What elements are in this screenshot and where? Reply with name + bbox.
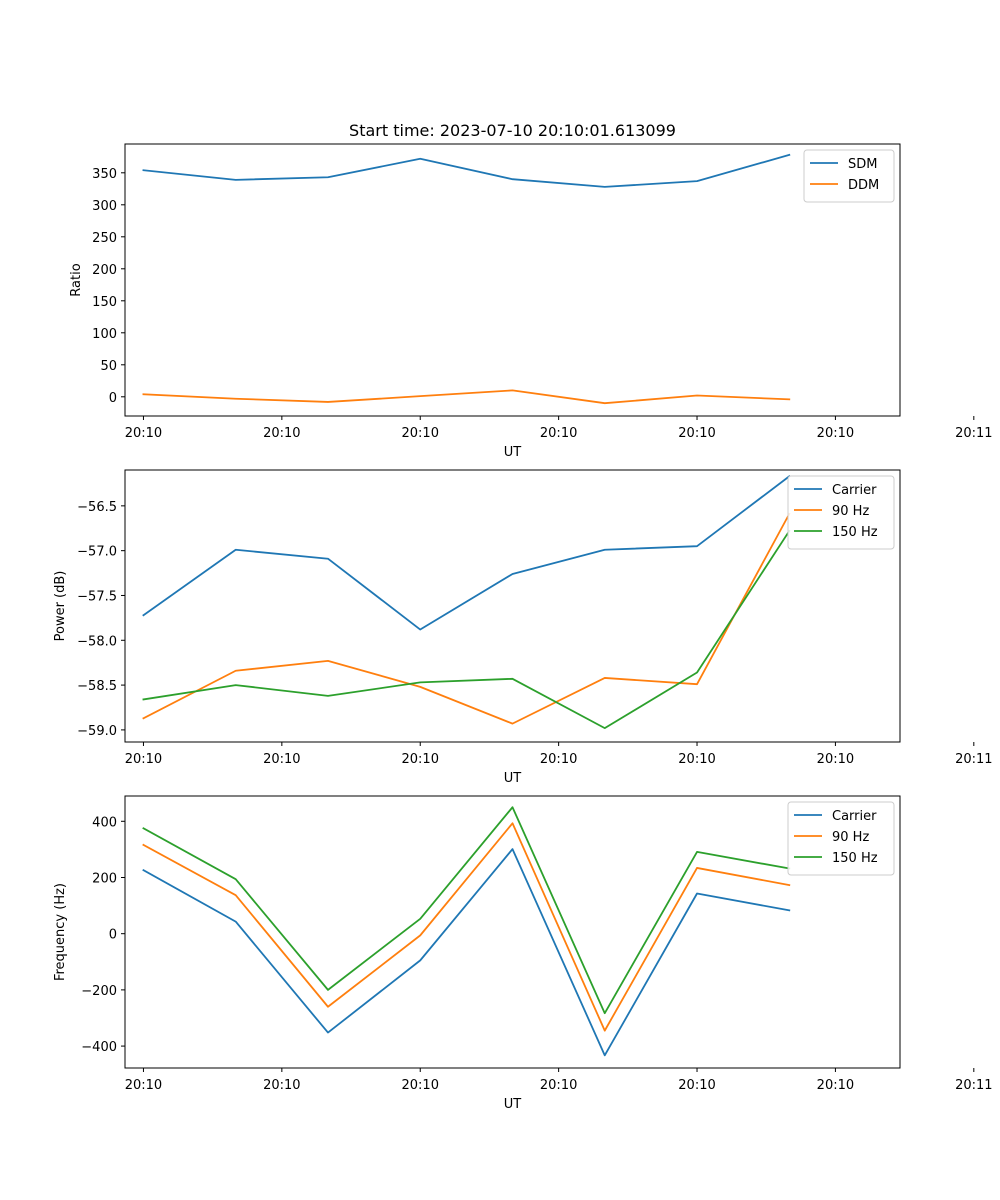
frequency-y-tick-label: 200 [92, 871, 117, 886]
power-x-axis-label: UT [504, 771, 522, 786]
power-axes-frame [124, 469, 901, 743]
power-x-tick-label: 20:10 [678, 752, 715, 767]
power-y-axis-label: Power (dB) [53, 571, 68, 642]
frequency-x-tick-label: 20:10 [817, 1078, 854, 1093]
power-legend-label-90-hz: 90 Hz [832, 504, 869, 519]
frequency-x-tick-label: 20:10 [540, 1078, 577, 1093]
ratio-y-tick-label: 0 [109, 391, 117, 406]
frequency-y-tick-label: −400 [81, 1040, 117, 1055]
power-series-line-carrier [142, 475, 791, 631]
frequency-series-line-150-hz [142, 806, 791, 1015]
frequency-axes-frame [124, 795, 901, 1069]
chart-title: Start time: 2023-07-10 20:10:01.613099 [349, 121, 676, 140]
ratio-series-line-ddm [142, 389, 791, 405]
ratio-x-tick-label: 20:10 [817, 426, 854, 441]
ratio-legend: SDM DDM [803, 149, 895, 203]
power-series-line-90-hz [142, 512, 791, 725]
frequency-panel: 20:10 20:10 20:10 20:10 20:10 20:10 20:11 −400 −… [53, 795, 993, 1112]
ratio-x-tick-label: 20:10 [263, 426, 300, 441]
ratio-y-tick-label: 250 [92, 231, 117, 246]
power-legend: Carrier 90 Hz 150 Hz [787, 475, 895, 550]
frequency-legend-label-carrier: Carrier [832, 809, 877, 824]
power-y-tick-label: −57.0 [77, 545, 117, 560]
power-y-tick-label: −56.5 [77, 500, 117, 515]
ratio-axes-frame [124, 143, 901, 417]
frequency-legend: Carrier 90 Hz 150 Hz [787, 801, 895, 876]
power-x-tick-label: 20:11 [955, 752, 992, 767]
ratio-legend-label-ddm: DDM [848, 178, 879, 193]
ratio-y-tick-label: 50 [100, 359, 117, 374]
ratio-y-tick-label: 300 [92, 199, 117, 214]
power-x-tick-label: 20:10 [817, 752, 854, 767]
ratio-x-axis-label: UT [504, 445, 522, 460]
ratio-series-line-sdm [142, 153, 791, 188]
power-x-tick-label: 20:10 [540, 752, 577, 767]
power-y-tick-label: −58.5 [77, 679, 117, 694]
power-y-tick-label: −58.0 [77, 634, 117, 649]
ratio-x-tick-label: 20:10 [678, 426, 715, 441]
frequency-series-line-90-hz [142, 822, 791, 1032]
ratio-y-tick-label: 350 [92, 167, 117, 182]
ratio-y-tick-label: 150 [92, 295, 117, 310]
ratio-x-tick-label: 20:10 [540, 426, 577, 441]
frequency-x-tick-label: 20:10 [402, 1078, 439, 1093]
ratio-y-axis-label: Ratio [69, 263, 84, 296]
ratio-x-tick-label: 20:10 [125, 426, 162, 441]
power-panel: 20:10 20:10 20:10 20:10 20:10 20:10 20:11 −59.0… [53, 469, 993, 786]
power-legend-label-150-hz: 150 Hz [832, 525, 878, 540]
power-legend-label-carrier: Carrier [832, 483, 877, 498]
frequency-series-line-carrier [142, 848, 791, 1057]
ratio-x-tick-label: 20:11 [955, 426, 992, 441]
frequency-x-tick-label: 20:10 [263, 1078, 300, 1093]
frequency-legend-label-90-hz: 90 Hz [832, 830, 869, 845]
frequency-x-tick-label: 20:11 [955, 1078, 992, 1093]
ratio-legend-label-sdm: SDM [848, 157, 877, 172]
frequency-x-tick-label: 20:10 [678, 1078, 715, 1093]
frequency-y-tick-label: 400 [92, 815, 117, 830]
power-y-tick-label: −57.5 [77, 589, 117, 604]
power-x-tick-label: 20:10 [125, 752, 162, 767]
frequency-y-axis-label: Frequency (Hz) [53, 883, 68, 981]
ratio-x-tick-label: 20:10 [402, 426, 439, 441]
frequency-legend-label-150-hz: 150 Hz [832, 851, 878, 866]
ratio-y-tick-label: 200 [92, 263, 117, 278]
power-series-line-150-hz [142, 529, 791, 730]
frequency-x-tick-label: 20:10 [125, 1078, 162, 1093]
power-x-tick-label: 20:10 [402, 752, 439, 767]
ratio-y-tick-label: 100 [92, 327, 117, 342]
frequency-x-axis-label: UT [504, 1097, 522, 1112]
frequency-y-tick-label: −200 [81, 984, 117, 999]
power-x-tick-label: 20:10 [263, 752, 300, 767]
frequency-y-tick-label: 0 [109, 928, 117, 943]
power-y-tick-label: −59.0 [77, 724, 117, 739]
ratio-panel: 20:10 20:10 20:10 20:10 20:10 20:10 20:11 0 50 10… [69, 143, 993, 460]
